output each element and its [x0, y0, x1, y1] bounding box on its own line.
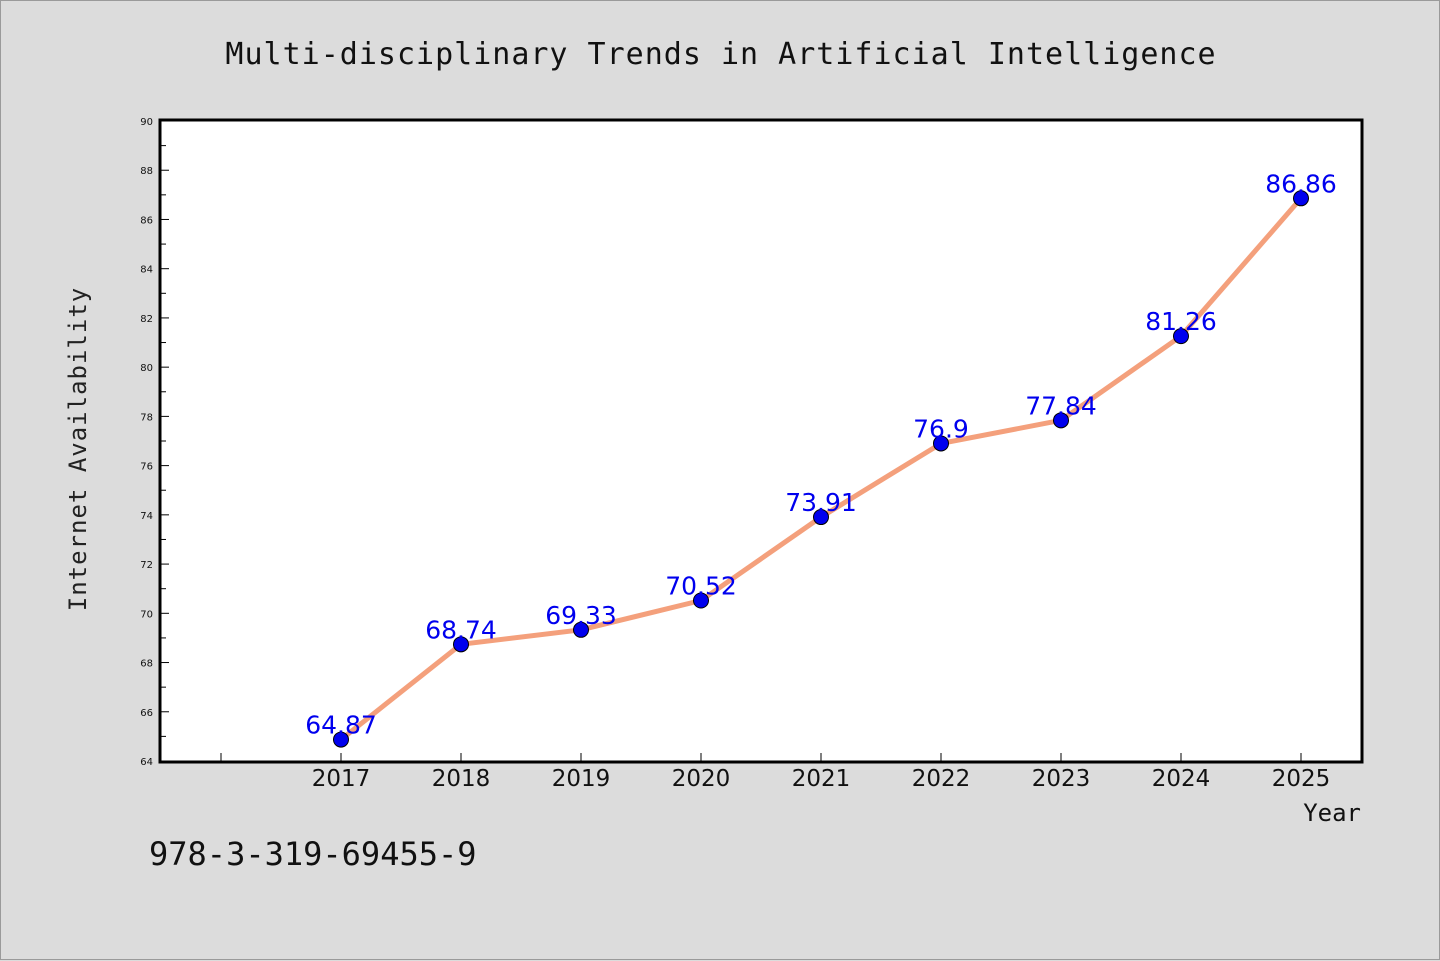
data-label: 64.87	[305, 711, 377, 740]
data-point	[1293, 190, 1309, 207]
data-point	[1173, 328, 1189, 345]
x-tick-label: 2025	[1272, 766, 1331, 792]
chart-title: Multi-disciplinary Trends in Artificial …	[225, 37, 1216, 72]
x-axis-label: Year	[1303, 799, 1361, 827]
data-point	[573, 621, 589, 638]
data-point	[813, 509, 829, 526]
data-point	[1053, 412, 1069, 429]
data-point	[453, 636, 469, 653]
x-tick-label: 2017	[312, 766, 371, 792]
data-point	[333, 731, 349, 748]
data-label: 76.9	[913, 414, 969, 443]
y-tick-label: 68	[140, 659, 153, 670]
y-tick-label: 90	[140, 117, 153, 128]
y-axis: 64 66 68 70 72 74 76 78 80 82 84 86 88 90	[140, 117, 169, 768]
data-label: 68.74	[425, 615, 497, 644]
y-tick-label: 88	[140, 166, 153, 177]
x-tick-label: 2023	[1032, 766, 1091, 792]
y-tick-label: 78	[140, 412, 153, 423]
y-tick-label: 80	[140, 363, 153, 374]
data-label: 70.52	[665, 572, 737, 601]
y-tick-label: 86	[140, 215, 153, 226]
y-tick-label: 84	[140, 265, 153, 276]
x-tick-label: 2020	[672, 766, 731, 792]
y-tick-label: 70	[140, 609, 153, 620]
data-point	[933, 435, 949, 452]
data-label: 69.33	[545, 601, 617, 630]
y-tick-label: 82	[140, 314, 153, 325]
data-label-layer: 64.87 68.74 69.33 70.52 73.91 76.9 77.84 81.26 8…	[305, 169, 1337, 739]
y-tick-label: 64	[140, 757, 153, 768]
data-label: 77.84	[1025, 391, 1097, 420]
y-tick-label: 66	[140, 708, 153, 719]
data-label: 81.26	[1145, 307, 1217, 336]
x-tick-label: 2018	[432, 766, 491, 792]
plot-area	[158, 118, 1364, 764]
y-tick-label: 72	[140, 560, 153, 571]
x-tick-label: 2024	[1152, 766, 1211, 792]
data-label: 86.86	[1265, 169, 1337, 198]
y-tick-label: 76	[140, 462, 153, 473]
series-layer	[333, 190, 1309, 748]
isbn-text: 978-3-319-69455-9	[149, 835, 477, 873]
y-axis-label: Internet Availability	[64, 287, 92, 611]
data-point	[693, 592, 709, 609]
x-axis: 2017 2018 2019 2020 2021 2022 2023 2024 2025	[220, 753, 1331, 792]
x-tick-label: 2019	[552, 766, 611, 792]
x-tick-label: 2021	[792, 766, 851, 792]
y-tick-label: 74	[140, 511, 153, 522]
data-label: 73.91	[785, 488, 857, 517]
x-tick-label: 2022	[912, 766, 971, 792]
